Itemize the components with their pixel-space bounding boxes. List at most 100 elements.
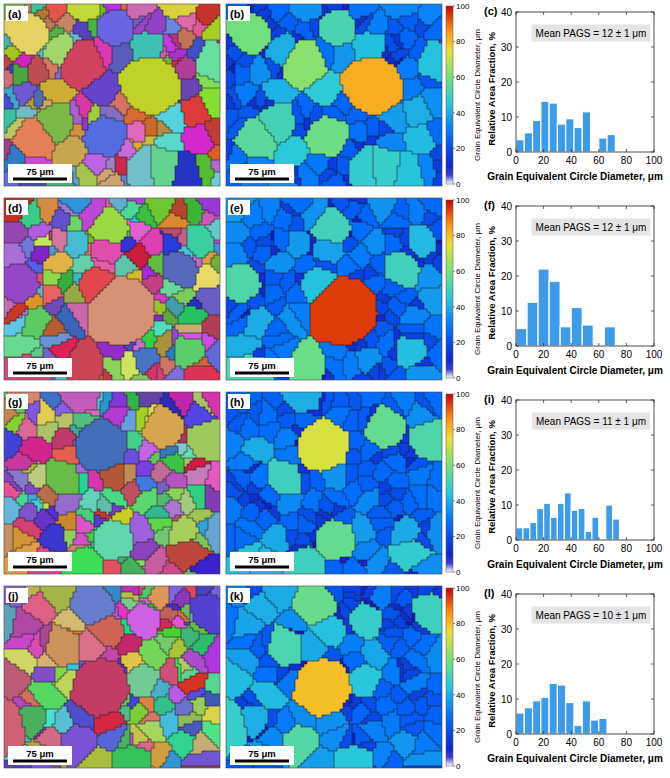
grain-cell xyxy=(37,201,58,204)
grain-cell xyxy=(373,157,400,160)
grain-cell xyxy=(88,25,97,28)
grain-cell xyxy=(91,246,121,249)
grain-cell xyxy=(73,178,79,181)
grain-cell xyxy=(178,160,196,163)
grain-cell xyxy=(154,181,172,184)
grain-cell xyxy=(4,222,22,225)
grain-cell xyxy=(157,136,181,139)
grain-cell xyxy=(265,91,301,94)
grain-cell xyxy=(130,40,163,43)
grain-cell xyxy=(88,19,97,22)
grain-cell xyxy=(271,40,295,43)
grain-cell xyxy=(4,148,10,151)
grain-cell xyxy=(127,169,151,172)
grain-cell xyxy=(181,228,187,231)
grain-cell xyxy=(181,79,199,82)
grain-boundaries xyxy=(226,4,442,186)
colorbar-tick-label: 80 xyxy=(456,37,465,46)
grain-cell xyxy=(433,160,442,163)
grain-cell xyxy=(22,240,34,243)
grain-cell xyxy=(211,148,220,151)
grain-cell xyxy=(205,124,220,127)
grain-cell xyxy=(322,7,328,10)
grain-cell xyxy=(235,64,241,67)
grain-cell xyxy=(28,64,46,67)
grain-cell xyxy=(115,160,127,163)
grain-cell xyxy=(151,163,178,166)
grain-cell xyxy=(265,100,274,103)
grain-cell xyxy=(43,91,79,94)
grain-cell xyxy=(421,55,442,58)
grain-cell xyxy=(373,172,397,175)
grain-cell xyxy=(73,127,82,130)
grain-cell xyxy=(334,55,355,58)
grain-cell xyxy=(133,52,160,55)
grain-cell xyxy=(88,22,97,25)
grain-cell xyxy=(4,234,28,237)
grain-cell xyxy=(13,136,52,139)
grain-cell xyxy=(37,237,49,240)
grain-cell xyxy=(103,169,112,172)
grain-cell xyxy=(349,97,403,100)
grain-cell xyxy=(127,166,151,169)
grain-cell xyxy=(280,34,292,37)
grain-cell xyxy=(424,97,442,100)
grain-cell xyxy=(58,142,85,145)
grain-cell xyxy=(229,154,247,157)
grain-cell xyxy=(46,130,70,133)
grain-cell xyxy=(304,118,310,121)
grain-cell xyxy=(214,243,220,246)
grain-cell xyxy=(55,252,67,255)
grain-cell xyxy=(406,142,436,145)
grain-cell xyxy=(310,148,343,151)
grain-cell xyxy=(211,181,220,184)
grain-cell xyxy=(418,10,442,13)
grain-cell xyxy=(76,166,88,169)
grain-cell xyxy=(67,82,91,85)
grain-cell xyxy=(295,124,304,127)
grain-cell xyxy=(262,85,292,88)
grain-cell xyxy=(109,157,115,160)
grain-cell xyxy=(376,181,394,184)
colorbar-tick xyxy=(453,112,455,113)
grain-cell xyxy=(355,142,364,145)
grain-cell xyxy=(190,13,196,16)
grain-cell xyxy=(406,127,427,130)
grain-cell xyxy=(427,43,442,46)
grain-cell xyxy=(376,142,406,145)
grain-cell xyxy=(103,58,112,61)
grain-cell xyxy=(184,127,205,130)
grain-cell xyxy=(331,175,343,178)
grain-cell xyxy=(85,145,121,148)
y-tick xyxy=(651,82,654,83)
grain-cell xyxy=(133,121,142,124)
grain-cell xyxy=(82,219,94,222)
grain-cell xyxy=(121,70,175,73)
grain-cell xyxy=(151,210,169,213)
grain-cell xyxy=(232,97,238,100)
x-tick xyxy=(543,12,544,15)
grain-cell xyxy=(145,201,175,204)
grain-cell xyxy=(127,181,154,184)
grain-cell xyxy=(214,219,220,222)
grain-cell xyxy=(13,142,55,145)
histogram-bar xyxy=(566,119,574,152)
grain-cell xyxy=(67,7,100,10)
grain-cell xyxy=(370,22,388,25)
grain-cell xyxy=(22,216,40,219)
grain-cell xyxy=(25,252,31,255)
grain-cell xyxy=(406,115,433,118)
grain-cell xyxy=(367,25,388,28)
grain-cell xyxy=(88,97,115,100)
grain-cell xyxy=(31,61,43,64)
histogram-bar xyxy=(549,103,557,152)
grain-cell xyxy=(97,31,133,34)
grain-cell xyxy=(91,106,100,109)
grain-cell xyxy=(403,103,427,106)
grain-cell xyxy=(259,118,295,121)
grain-cell xyxy=(85,207,103,210)
grain-cell xyxy=(145,124,157,127)
grain-cell xyxy=(322,181,346,184)
grain-cell xyxy=(349,109,361,112)
grain-cell xyxy=(106,160,115,163)
